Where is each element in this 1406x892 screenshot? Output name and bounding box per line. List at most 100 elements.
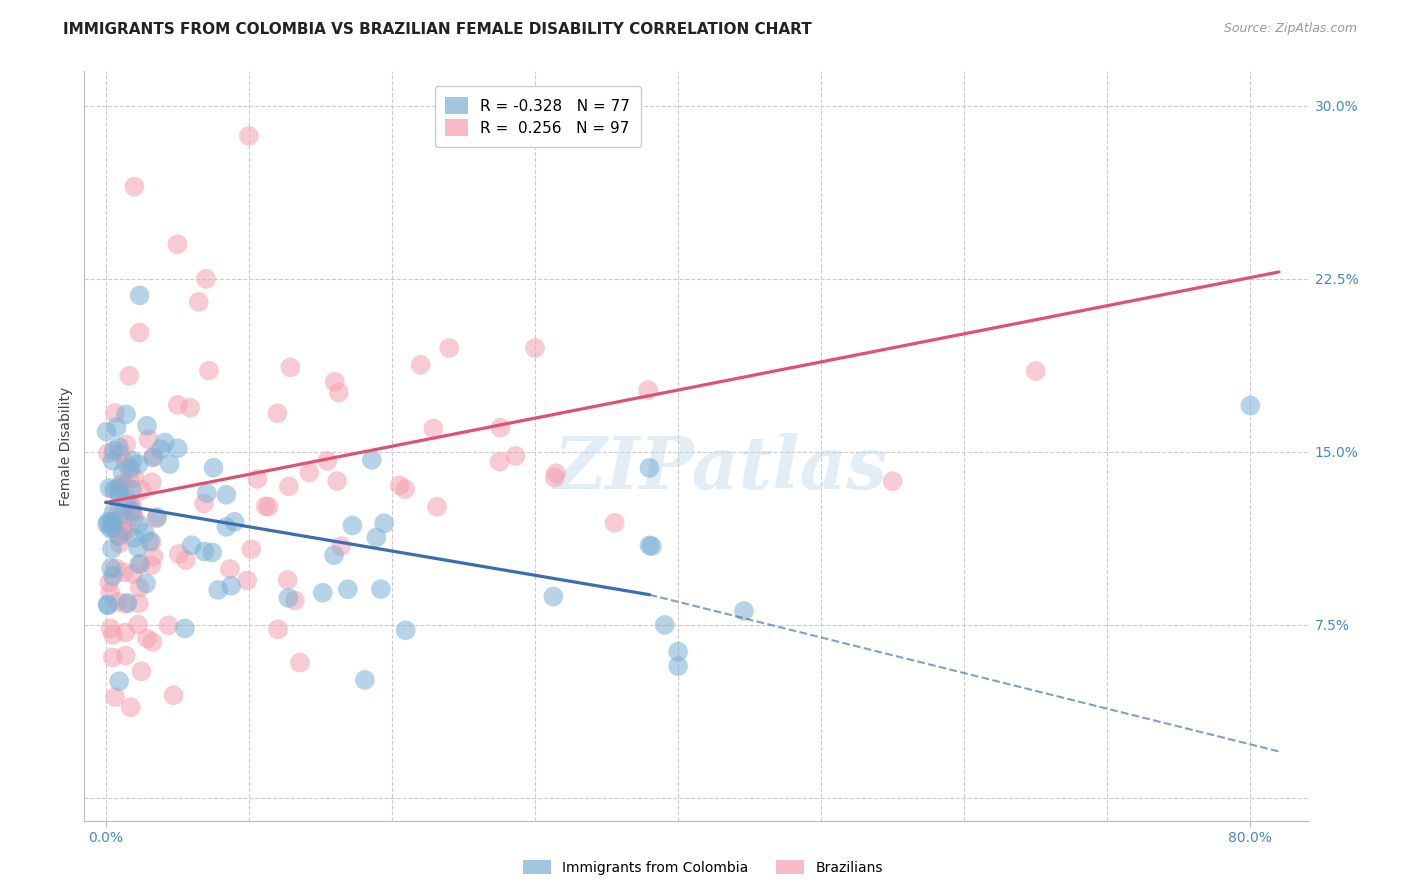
Point xyxy=(142,549,165,564)
Point xyxy=(115,437,138,451)
Point xyxy=(112,565,135,579)
Point xyxy=(180,538,202,552)
Point xyxy=(489,420,512,434)
Point xyxy=(194,272,217,286)
Point xyxy=(112,524,135,539)
Point xyxy=(1239,399,1261,413)
Point xyxy=(373,516,395,531)
Point xyxy=(97,446,120,460)
Point xyxy=(437,341,460,355)
Point xyxy=(107,440,129,454)
Point xyxy=(409,358,432,372)
Point xyxy=(236,574,259,588)
Text: IMMIGRANTS FROM COLOMBIA VS BRAZILIAN FEMALE DISABILITY CORRELATION CHART: IMMIGRANTS FROM COLOMBIA VS BRAZILIAN FE… xyxy=(63,22,813,37)
Point xyxy=(127,541,149,555)
Point xyxy=(323,375,346,389)
Point xyxy=(108,674,131,689)
Point xyxy=(240,542,263,557)
Point xyxy=(101,569,124,583)
Point xyxy=(120,700,142,714)
Point xyxy=(117,596,139,610)
Point xyxy=(544,470,567,484)
Point xyxy=(110,446,132,460)
Point xyxy=(284,593,307,607)
Point xyxy=(267,623,290,637)
Point xyxy=(121,499,143,513)
Point xyxy=(733,604,755,618)
Point xyxy=(142,449,165,463)
Point xyxy=(121,483,143,497)
Point xyxy=(654,618,676,632)
Point xyxy=(146,510,169,524)
Point xyxy=(149,442,172,457)
Point xyxy=(107,505,129,519)
Point xyxy=(224,515,246,529)
Point xyxy=(108,536,131,550)
Point xyxy=(167,547,190,561)
Point xyxy=(277,479,299,493)
Text: ZIPatlas: ZIPatlas xyxy=(554,433,887,504)
Point xyxy=(666,659,689,673)
Point xyxy=(543,590,565,604)
Point xyxy=(426,500,449,514)
Point xyxy=(101,454,124,468)
Legend: R = -0.328   N = 77, R =  0.256   N = 97: R = -0.328 N = 77, R = 0.256 N = 97 xyxy=(434,87,641,146)
Point xyxy=(219,562,242,576)
Point xyxy=(104,406,127,420)
Point xyxy=(238,128,260,143)
Point xyxy=(142,450,165,465)
Point xyxy=(115,408,138,422)
Point xyxy=(111,524,134,538)
Point xyxy=(101,628,124,642)
Point xyxy=(422,421,444,435)
Point xyxy=(131,665,153,679)
Point xyxy=(97,599,120,613)
Point xyxy=(131,483,153,497)
Point xyxy=(280,360,302,375)
Point xyxy=(246,472,269,486)
Point xyxy=(108,516,131,531)
Point xyxy=(141,635,163,649)
Point xyxy=(524,341,547,355)
Point xyxy=(266,406,288,420)
Point xyxy=(114,648,136,663)
Point xyxy=(215,520,238,534)
Point xyxy=(115,597,138,611)
Point xyxy=(187,294,209,309)
Point xyxy=(882,474,904,488)
Point xyxy=(121,503,143,517)
Point xyxy=(195,486,218,500)
Point xyxy=(136,418,159,433)
Point xyxy=(96,598,118,612)
Point xyxy=(128,596,150,610)
Point xyxy=(104,690,127,705)
Point xyxy=(101,650,124,665)
Point xyxy=(118,368,141,383)
Point xyxy=(326,474,349,488)
Point xyxy=(96,517,118,532)
Point xyxy=(122,506,145,520)
Point xyxy=(666,645,689,659)
Point xyxy=(201,545,224,559)
Point xyxy=(330,539,353,553)
Point xyxy=(166,237,188,252)
Point xyxy=(277,573,299,587)
Point xyxy=(127,617,149,632)
Point xyxy=(166,442,188,456)
Point xyxy=(120,496,142,510)
Point xyxy=(115,492,138,507)
Point xyxy=(394,482,416,496)
Point xyxy=(141,558,163,573)
Point xyxy=(124,471,146,485)
Point xyxy=(128,557,150,571)
Point xyxy=(193,497,215,511)
Point xyxy=(257,500,280,514)
Point xyxy=(1025,364,1047,378)
Point xyxy=(153,435,176,450)
Point xyxy=(641,539,664,553)
Point xyxy=(298,466,321,480)
Point xyxy=(145,511,167,525)
Point xyxy=(141,475,163,490)
Point xyxy=(122,567,145,582)
Point xyxy=(98,575,121,590)
